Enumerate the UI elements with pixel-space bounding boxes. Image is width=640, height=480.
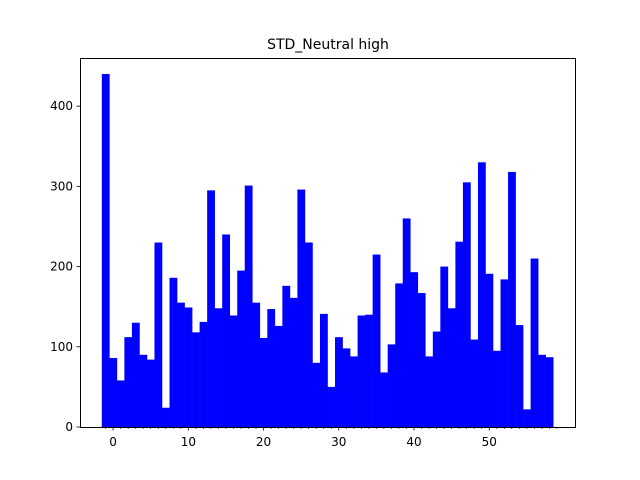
bar — [312, 362, 321, 427]
bar — [538, 354, 546, 427]
bar — [357, 315, 366, 427]
bar — [530, 258, 539, 427]
bar — [237, 270, 246, 427]
bar — [109, 358, 118, 427]
bar — [545, 357, 554, 427]
bar — [177, 302, 185, 427]
bar — [319, 313, 328, 427]
bar — [335, 337, 343, 427]
x-tick-label: 30 — [331, 435, 346, 449]
bar — [470, 339, 479, 427]
bar — [297, 189, 306, 427]
y-tick-label: 200 — [50, 260, 73, 274]
bar — [425, 356, 434, 427]
bar — [523, 409, 531, 427]
bar — [387, 344, 396, 427]
bar — [508, 171, 516, 427]
bar — [365, 314, 373, 427]
x-tick-label: 10 — [181, 435, 196, 449]
bar — [162, 407, 170, 427]
bar — [417, 293, 426, 427]
bar — [410, 272, 419, 427]
bar — [327, 386, 336, 427]
bar — [259, 337, 268, 427]
bar — [304, 242, 313, 427]
bar — [455, 241, 464, 427]
bar — [477, 162, 486, 427]
bars-group — [101, 74, 554, 427]
bar — [267, 309, 276, 427]
bar — [515, 325, 524, 427]
bar — [184, 307, 193, 427]
bar — [282, 285, 291, 427]
bar — [342, 348, 351, 427]
bar — [222, 234, 230, 427]
chart-title: STD_Neutral high — [267, 37, 389, 53]
bar — [169, 277, 178, 427]
bar — [252, 302, 261, 427]
x-tick-label: 20 — [256, 435, 271, 449]
bar — [380, 372, 388, 427]
x-tick-label: 40 — [406, 435, 421, 449]
x-axis-ticks: 0 10 20 30 40 50 — [105, 427, 558, 449]
bar — [229, 315, 238, 427]
bar — [372, 254, 381, 427]
plot-frame — [80, 58, 576, 428]
bar — [500, 279, 509, 427]
bar — [432, 331, 441, 427]
bar — [493, 350, 501, 427]
bar — [199, 321, 208, 427]
bar — [139, 354, 148, 427]
bar — [395, 283, 404, 427]
bar — [402, 218, 411, 427]
bar — [462, 182, 471, 427]
bar — [485, 273, 494, 427]
bar — [274, 325, 283, 427]
bar — [116, 380, 125, 427]
bar — [192, 332, 200, 427]
bar — [146, 359, 155, 427]
bar — [124, 337, 133, 427]
x-tick-label: 0 — [109, 435, 117, 449]
bar — [214, 308, 223, 427]
bar — [154, 242, 163, 427]
bar — [350, 356, 358, 427]
bar — [289, 297, 298, 427]
y-tick-label: 100 — [50, 340, 73, 354]
y-axis-ticks: 0 100 200 300 400 — [50, 99, 80, 434]
y-tick-label: 400 — [50, 99, 73, 113]
bar — [447, 308, 456, 427]
bar — [101, 74, 110, 427]
bar — [244, 185, 253, 427]
y-tick-label: 0 — [65, 420, 73, 434]
bar — [207, 190, 215, 427]
bar — [440, 266, 449, 427]
bar — [131, 322, 140, 427]
x-tick-label: 50 — [482, 435, 497, 449]
y-tick-label: 300 — [50, 179, 73, 193]
